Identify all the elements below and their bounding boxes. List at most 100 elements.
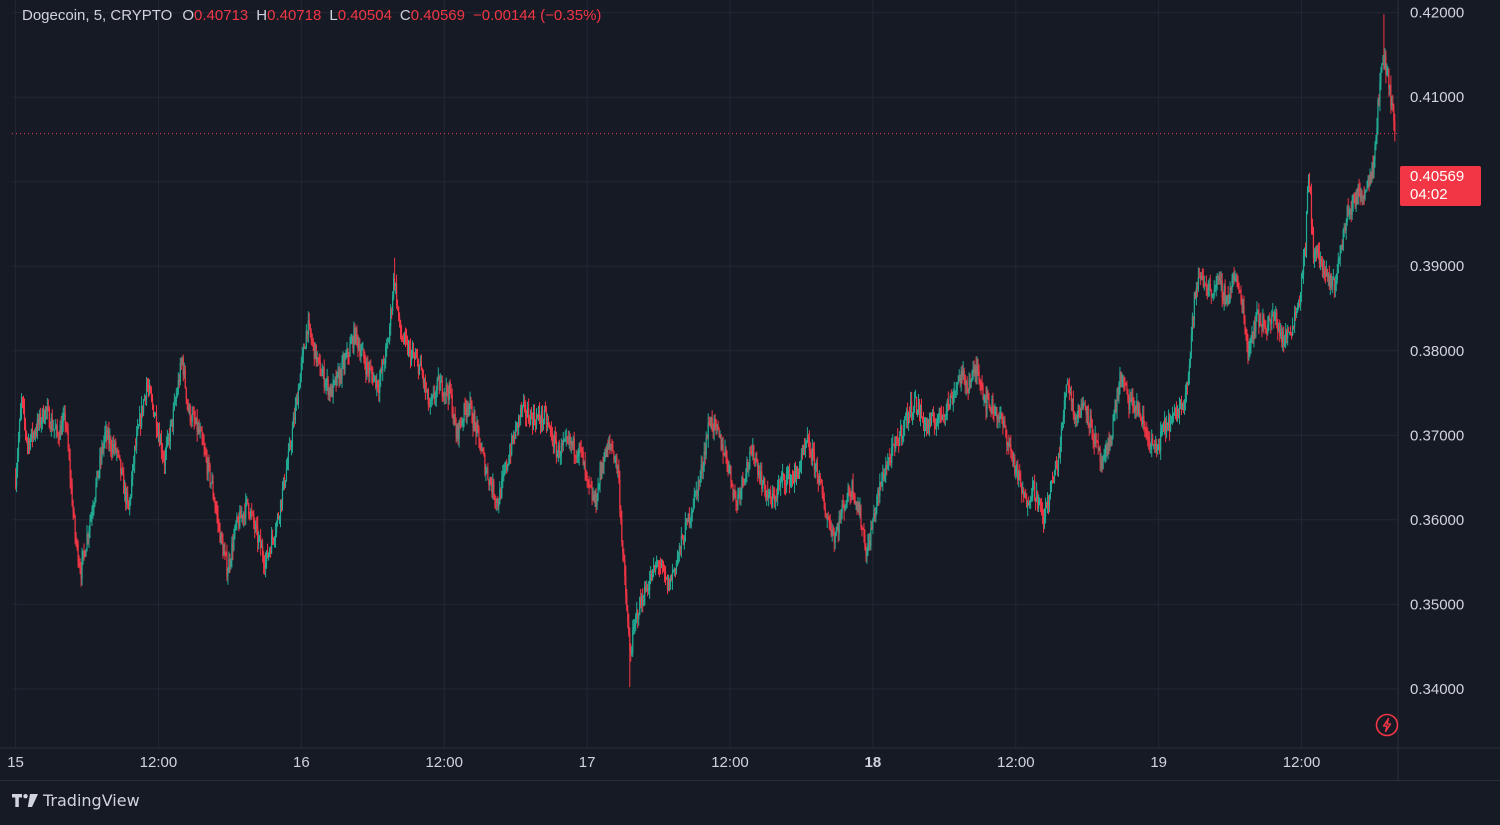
candle-body <box>895 436 897 449</box>
candle-body <box>1210 289 1212 297</box>
candle-body <box>1214 288 1216 290</box>
candle-body <box>669 575 672 590</box>
candle-body <box>473 415 475 429</box>
candle-body <box>417 359 420 374</box>
candle-body <box>950 396 952 398</box>
candle-body <box>472 422 474 429</box>
candle-body <box>492 480 494 493</box>
lightning-bolt-icon[interactable] <box>1375 713 1399 737</box>
candle-body <box>580 447 582 449</box>
candle-body <box>89 521 91 531</box>
candle-body <box>1199 277 1201 279</box>
candle-body <box>866 553 868 556</box>
candle-body <box>837 527 839 533</box>
candle-body <box>515 425 517 439</box>
candle-body <box>99 455 101 471</box>
candle-body <box>696 489 698 496</box>
candle-body <box>241 514 243 519</box>
candle-body <box>462 421 464 423</box>
candle-body <box>180 363 182 365</box>
candle-body <box>980 383 982 385</box>
candle-body <box>1344 226 1346 231</box>
candle-body <box>427 389 429 406</box>
candle-body <box>963 370 965 376</box>
candle-body <box>20 398 23 411</box>
candle-body <box>1009 444 1011 447</box>
candle-body <box>481 449 483 451</box>
candle-body <box>53 429 55 431</box>
candle-body <box>927 423 930 430</box>
candle-body <box>240 510 242 519</box>
candle-body <box>290 444 293 448</box>
candle-body <box>382 360 384 372</box>
candle-body <box>260 536 262 549</box>
candle-body <box>1015 468 1017 474</box>
candle-body <box>197 426 199 433</box>
candle-body <box>174 401 176 403</box>
candle-body <box>807 436 809 439</box>
candle-body <box>738 492 740 495</box>
candle-body <box>1358 186 1360 193</box>
candle-body <box>338 371 340 384</box>
candle-body <box>944 415 946 417</box>
candle-body <box>858 505 860 516</box>
candle-body <box>282 477 285 489</box>
tradingview-brand[interactable]: TradingView <box>12 791 140 810</box>
candle-body <box>1385 55 1387 74</box>
candle-body <box>539 420 542 425</box>
candle-body <box>459 420 461 425</box>
candle-body <box>913 397 916 408</box>
candle-body <box>257 525 259 543</box>
candle-body <box>822 494 824 499</box>
candle-body <box>1182 404 1185 406</box>
candle-body <box>1383 62 1385 69</box>
candle-body <box>514 435 516 439</box>
candle-body <box>1350 208 1352 216</box>
candle-body <box>868 540 870 544</box>
candle-body <box>692 506 694 511</box>
symbol-title[interactable]: Dogecoin, 5, CRYPTO <box>22 7 173 24</box>
candle-body <box>1123 377 1125 383</box>
time-axis[interactable]: 15 12:00 16 12:00 17 12:00 18 12:00 19 12:00 <box>0 0 1500 780</box>
candle-body <box>456 424 458 439</box>
candle-body <box>311 339 313 342</box>
candle-body <box>921 416 924 418</box>
candle-body <box>1121 380 1123 383</box>
candle-body <box>1110 440 1112 444</box>
candle-body <box>533 412 536 422</box>
candle-body <box>213 495 215 502</box>
candle-body <box>575 455 577 458</box>
candle-body <box>690 512 692 520</box>
candle-body <box>926 423 929 430</box>
candle-body <box>525 416 528 418</box>
candle-body <box>776 497 778 499</box>
candle-body <box>1319 258 1322 264</box>
candle-body <box>949 396 951 408</box>
candle-body <box>939 407 941 414</box>
candle-body <box>457 424 459 439</box>
candle-body <box>911 413 914 417</box>
candle-body <box>962 370 964 376</box>
candle-body <box>1204 284 1206 286</box>
candle-body <box>1146 431 1148 437</box>
candle-body <box>269 550 272 554</box>
candle-body <box>698 481 700 483</box>
price-axis[interactable]: 0.420000.410000.400000.390000.380000.370… <box>1410 5 1464 698</box>
candle-body <box>753 444 755 461</box>
candle-body <box>824 509 826 518</box>
candle-body <box>747 462 749 468</box>
time-tick-label: 12:00 <box>997 754 1035 771</box>
candle-body <box>1178 404 1181 417</box>
candle-body <box>1256 311 1258 316</box>
candle-body <box>43 419 45 422</box>
candle-body <box>847 486 849 502</box>
candle-body <box>1382 62 1384 64</box>
candle-body <box>677 552 680 560</box>
candle-body <box>30 429 33 439</box>
candle-body <box>1014 458 1016 474</box>
candle-body <box>1080 403 1082 418</box>
candle-body <box>254 523 256 530</box>
candle-body <box>387 341 389 344</box>
candle-body <box>940 413 942 420</box>
